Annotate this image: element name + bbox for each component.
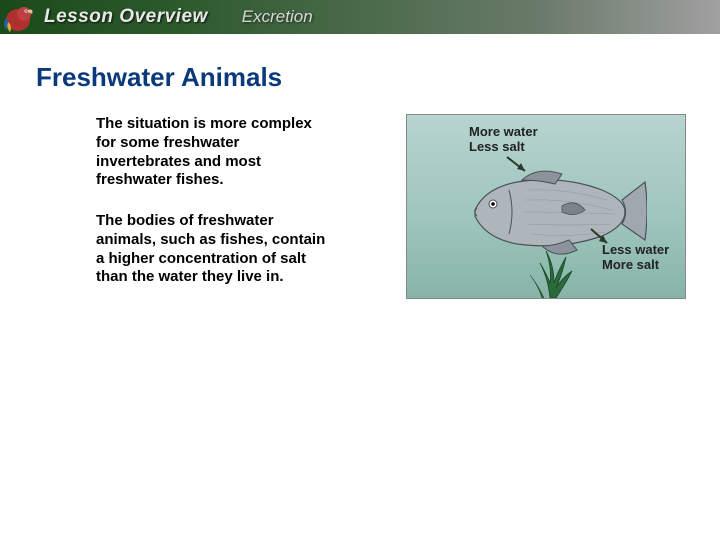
paragraph-2: The bodies of freshwater animals, such a… xyxy=(96,212,326,287)
label-line: Less water xyxy=(602,243,669,258)
label-line: More water xyxy=(469,125,538,140)
paragraph-1: The situation is more complex for some f… xyxy=(96,115,326,190)
label-line: Less salt xyxy=(469,140,538,155)
aquatic-plant-icon xyxy=(522,243,582,298)
lesson-overview-label: Lesson Overview xyxy=(44,6,208,28)
slide-header: Lesson Overview Excretion xyxy=(0,0,720,34)
text-column: Freshwater Animals The situation is more… xyxy=(36,62,366,309)
parrot-decoration xyxy=(0,0,40,34)
label-less-water-more-salt: Less water More salt xyxy=(602,243,669,273)
topic-label: Excretion xyxy=(242,7,313,27)
slide-title: Freshwater Animals xyxy=(36,62,366,93)
slide-content: Freshwater Animals The situation is more… xyxy=(0,34,720,309)
label-line: More salt xyxy=(602,258,669,273)
figure-column: More water Less salt xyxy=(406,62,686,309)
fish-osmosis-figure: More water Less salt xyxy=(406,114,686,299)
label-more-water-less-salt: More water Less salt xyxy=(469,125,538,155)
